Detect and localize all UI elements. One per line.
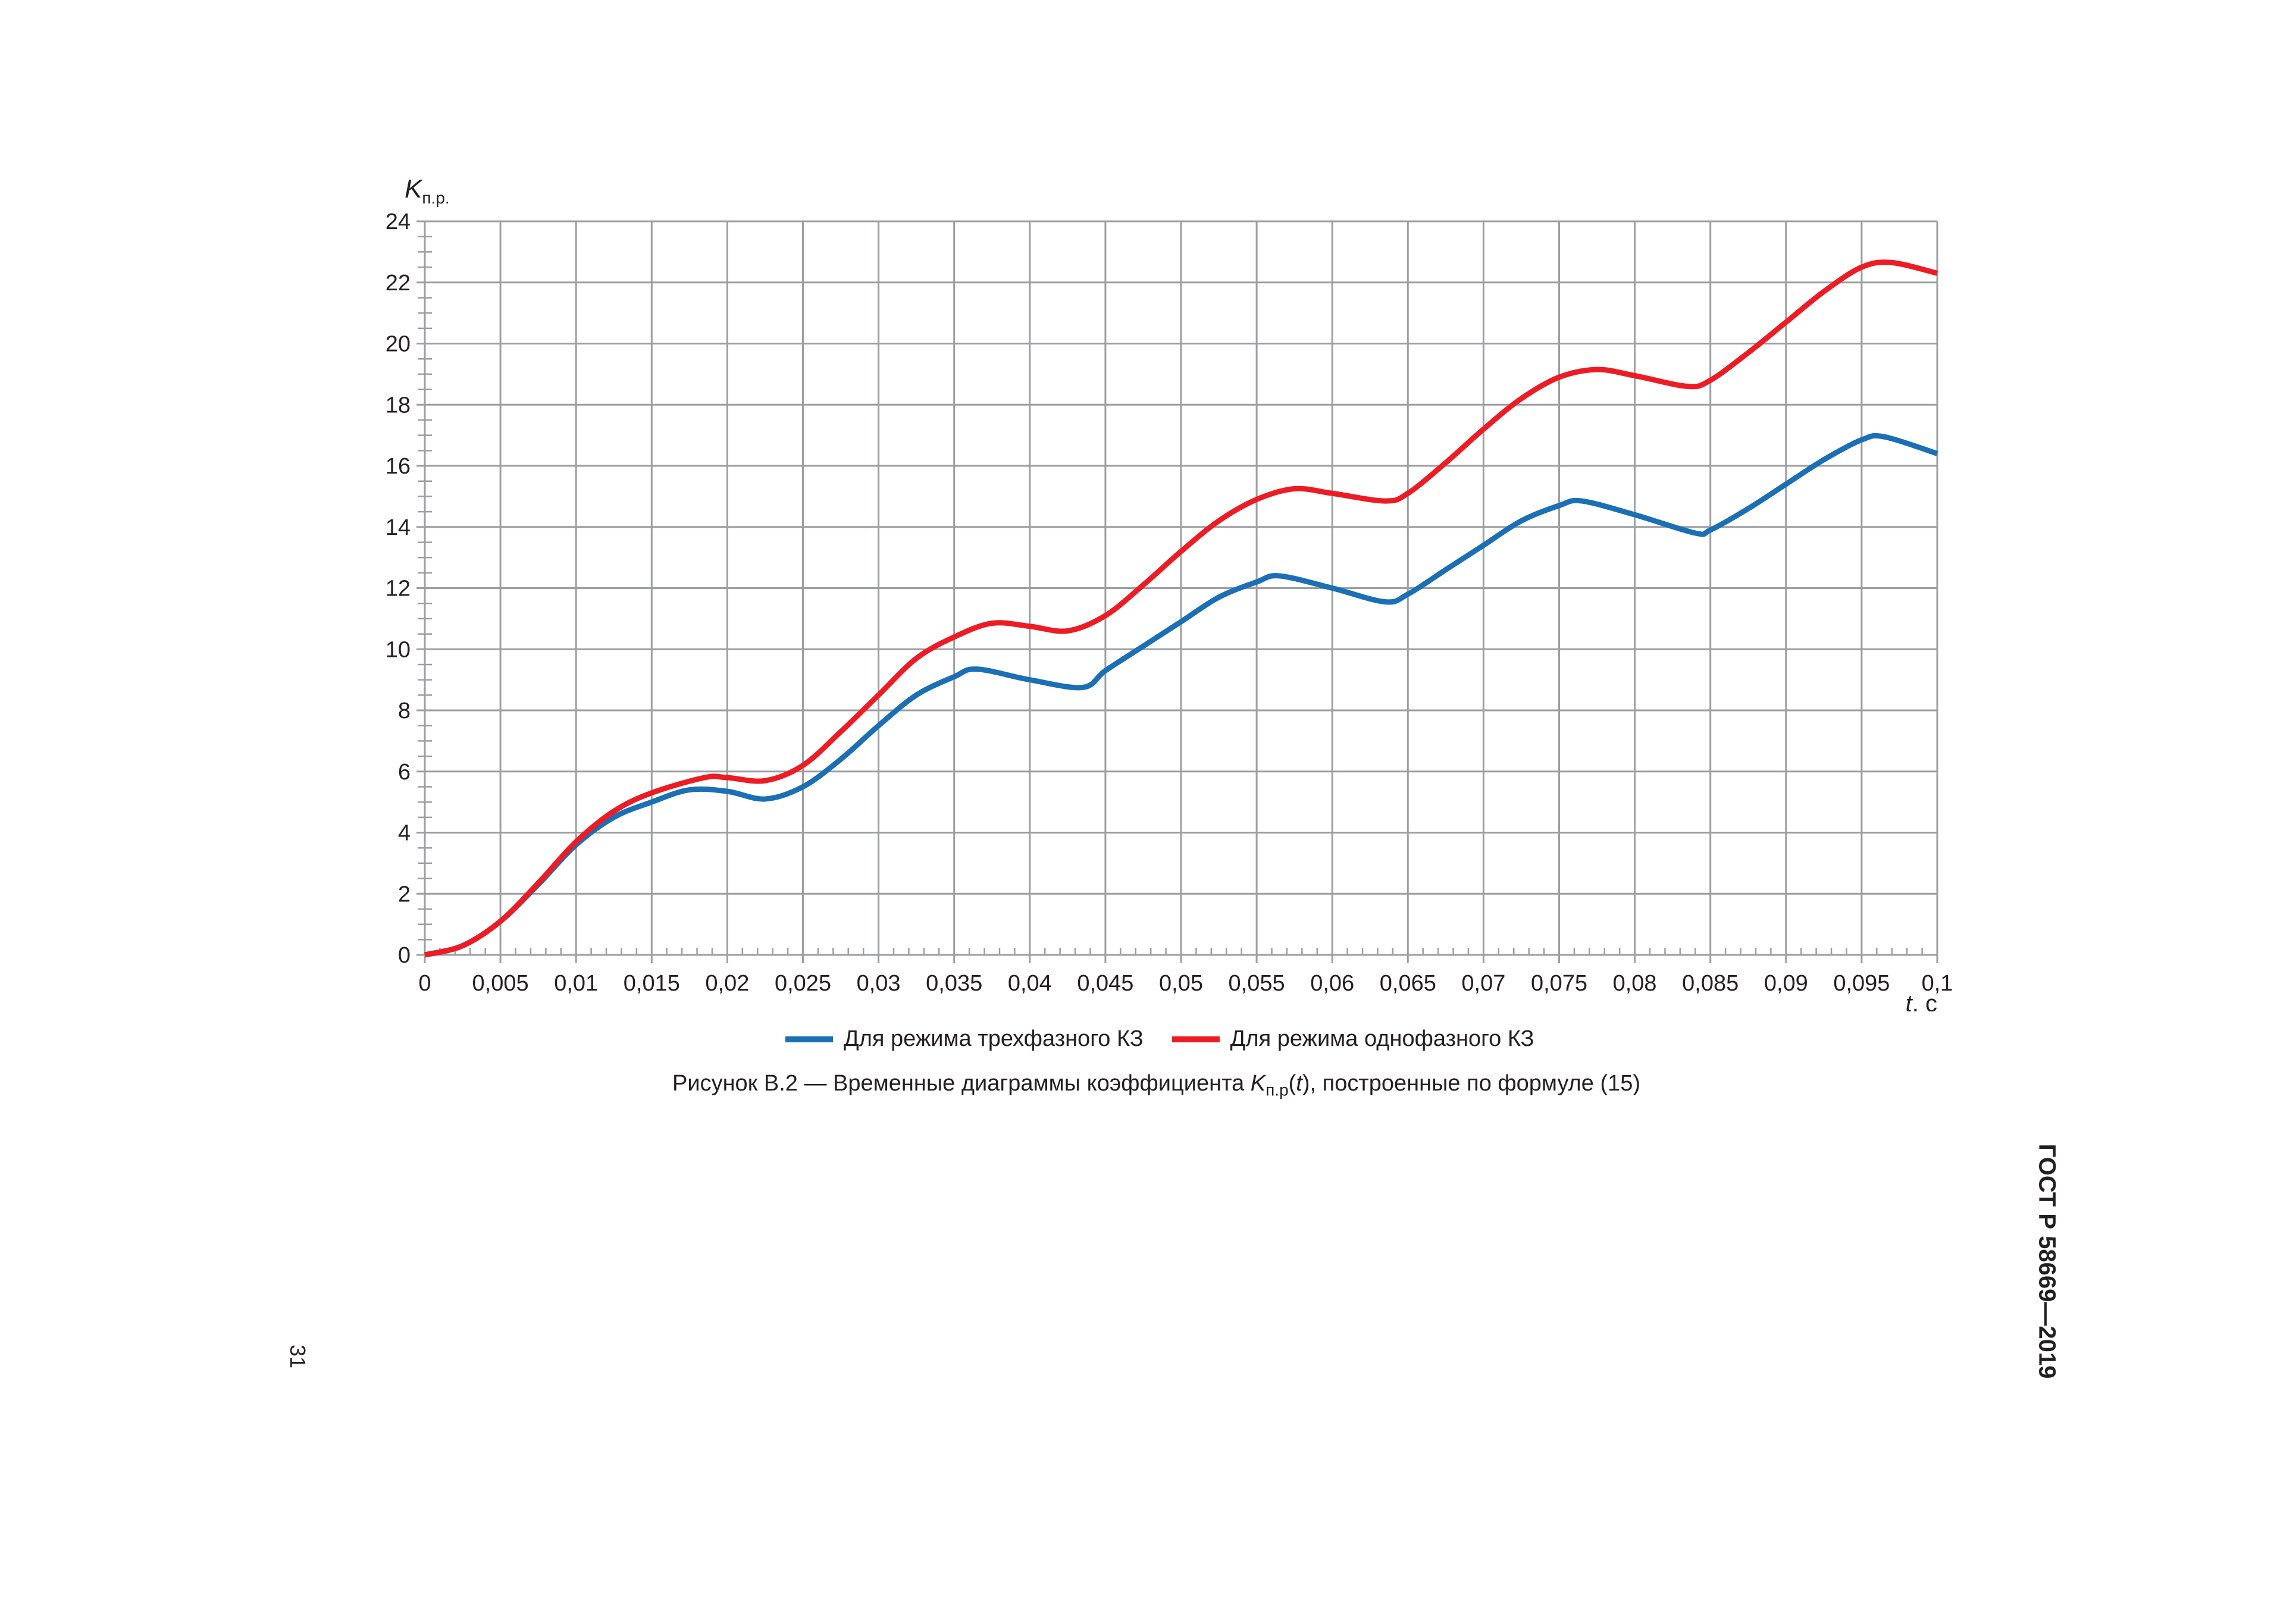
x-tick-label: 0,065	[1380, 971, 1436, 996]
legend-item-single-phase: Для режима однофазного КЗ	[1172, 1026, 1534, 1052]
y-tick-label: 10	[386, 637, 411, 662]
x-tick-label: 0	[418, 971, 431, 996]
y-tick-label: 22	[386, 271, 411, 296]
y-tick-label: 12	[386, 576, 411, 601]
x-tick-label: 0,1	[1922, 971, 1953, 996]
y-axis-title: Kп.р.	[405, 174, 450, 207]
y-tick-label: 14	[386, 515, 411, 540]
legend-item-three-phase: Для режима трехфазного КЗ	[785, 1026, 1144, 1052]
caption-symbol-sub: п.р	[1266, 1080, 1289, 1099]
figure-caption: Рисунок В.2 — Временные диаграммы коэффи…	[672, 1071, 1640, 1100]
y-tick-label: 6	[398, 760, 411, 785]
x-axis-title: t, c	[1906, 991, 1937, 1011]
series-three-phase-line	[424, 433, 1938, 958]
x-tick-label: 0,015	[624, 971, 680, 996]
x-tick-label: 0,005	[472, 971, 529, 996]
series-single-phase-line	[424, 259, 1938, 958]
page-number: 31	[280, 1339, 315, 1374]
caption-symbol: K	[1250, 1071, 1266, 1096]
caption-suffix: ), построенные по формуле (15)	[1302, 1071, 1641, 1096]
x-tick-label: 0,08	[1613, 971, 1657, 996]
y-tick-label: 24	[386, 209, 411, 234]
y-tick-label: 8	[398, 698, 411, 723]
x-tick-label: 0,035	[926, 971, 982, 996]
legend-label: Для режима трехфазного КЗ	[844, 1026, 1144, 1051]
x-tick-label: 0,01	[554, 971, 598, 996]
x-tick-label: 0,045	[1077, 971, 1133, 996]
page-number-text: 31	[286, 1344, 310, 1369]
x-tick-label: 0,05	[1159, 971, 1203, 996]
standard-id-text: ГОСТ Р 58669—2019	[2034, 1143, 2060, 1379]
legend-swatch-red	[1172, 1036, 1220, 1042]
x-tick-label: 0,09	[1764, 971, 1808, 996]
x-tick-label: 0,06	[1310, 971, 1354, 996]
x-tick-label: 0,07	[1461, 971, 1505, 996]
x-tick-label: 0,075	[1531, 971, 1587, 996]
x-tick-label: 0,025	[775, 971, 831, 996]
chart-series	[424, 259, 1938, 958]
chart-grid	[416, 220, 1938, 963]
y-tick-label: 4	[398, 821, 411, 846]
y-tick-label: 20	[386, 332, 411, 357]
y-tick-label: 2	[398, 882, 411, 907]
caption-paren: (	[1288, 1071, 1296, 1096]
x-tick-label: 0,03	[857, 971, 901, 996]
x-axis-tick-labels: 0 0,005 0,01 0,015 0,02 0,025 0,03 0,035 0,04 0,0…	[418, 971, 1953, 996]
x-tick-label: 0,095	[1833, 971, 1890, 996]
standard-id: ГОСТ Р 58669—2019	[2011, 1130, 2082, 1392]
y-tick-label: 18	[386, 393, 411, 418]
legend-swatch-blue	[785, 1036, 833, 1042]
legend-label: Для режима однофазного КЗ	[1230, 1026, 1534, 1051]
x-tick-label: 0,04	[1008, 971, 1052, 996]
x-tick-label: 0,085	[1682, 971, 1739, 996]
y-tick-label: 16	[386, 454, 411, 479]
caption-prefix: Рисунок В.2 — Временные диаграммы коэффи…	[672, 1071, 1251, 1096]
x-tick-label: 0,055	[1229, 971, 1285, 996]
chart-legend: Для режима трехфазного КЗ Для режима одн…	[785, 1026, 1563, 1052]
y-tick-label: 0	[398, 943, 411, 968]
caption-arg: t	[1296, 1071, 1302, 1096]
minor-ticks	[418, 236, 1923, 955]
x-tick-label: 0,02	[705, 971, 749, 996]
